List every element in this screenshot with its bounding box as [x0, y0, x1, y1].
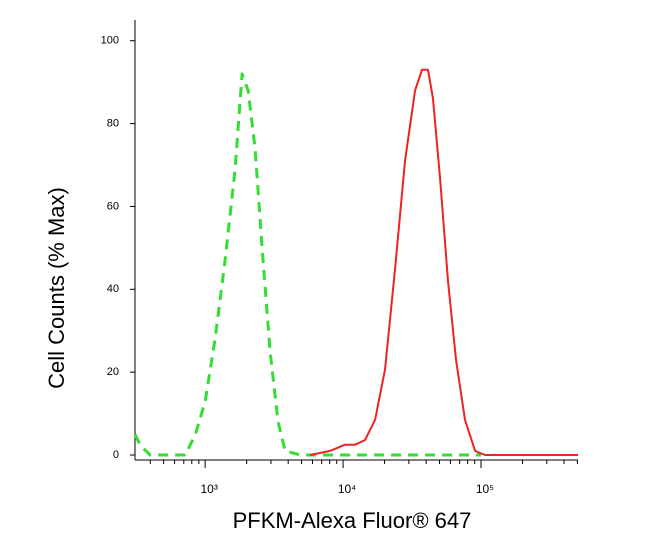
x-tick-label: 10⁵	[476, 482, 494, 496]
x-axis-title: PFKM-Alexa Fluor® 647	[233, 508, 472, 533]
histogram-line	[309, 68, 578, 456]
x-tick-label: 10³	[200, 482, 217, 496]
y-axis-title: Cell Counts (% Max)	[44, 187, 69, 389]
y-tick-label: 0	[113, 449, 119, 461]
x-tick-label: 10⁴	[338, 482, 357, 496]
histogram-line	[133, 72, 481, 457]
y-tick-label: 40	[107, 283, 119, 295]
y-tick-label: 80	[107, 117, 119, 129]
y-tick-label: 20	[107, 366, 119, 378]
y-tick-label: 100	[101, 35, 119, 47]
y-tick-label: 60	[107, 200, 119, 212]
